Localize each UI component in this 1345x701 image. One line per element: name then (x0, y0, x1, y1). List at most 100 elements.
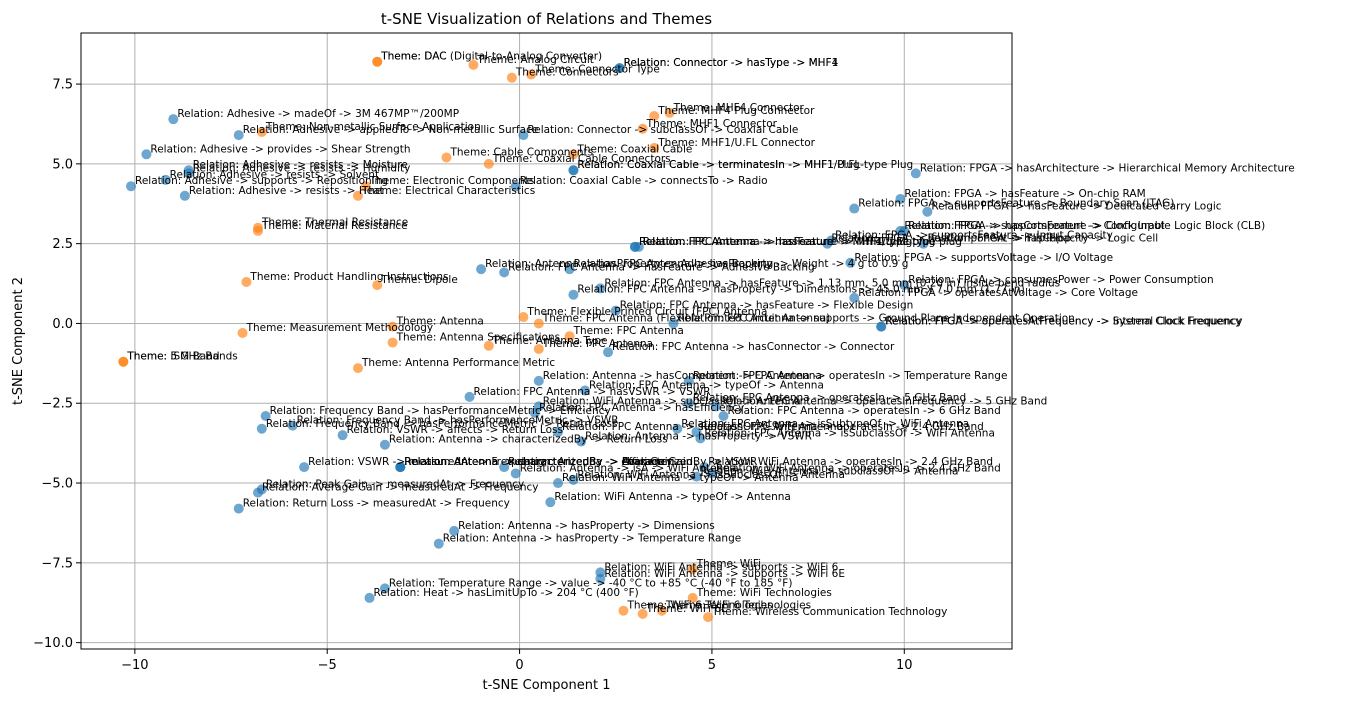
relation-point-label: Relation: FPC Antenna -> hasConnector ->… (612, 341, 895, 353)
relation-point-label: Relation: Antenna -> hasProperty -> Dime… (458, 520, 715, 532)
relation-point-label: Relation: Heat -> hasLimitUpTo -> 204 °C… (374, 587, 639, 599)
relation-point (610, 305, 621, 316)
relation-point-label: Relation: Temperature Range -> value -> … (389, 577, 793, 589)
y-tick-label: 0.0 (52, 317, 73, 332)
relation-point (849, 203, 860, 214)
relation-point-label: Relation: WiFi Antenna -> subclassOf -> … (701, 466, 959, 478)
theme-point-label: Theme: DAC (Digital-to-Analog Converter) (380, 51, 602, 63)
relation-point-label: Relation: FPC Antenna -> hasVSWR -> VSWR (474, 386, 711, 398)
theme-point-label: Theme: WiFi Technologies (696, 587, 832, 599)
relation-point-label: Relation: WiFi Antenna -> isSubclassOf -… (577, 469, 844, 481)
relation-point (364, 592, 375, 603)
relation-point (595, 283, 606, 294)
y-tick-label: −5.0 (41, 477, 73, 492)
theme-point-label: Theme: Dipole (380, 274, 458, 286)
theme-point (352, 363, 363, 374)
theme-point (252, 225, 263, 236)
theme-point (352, 190, 363, 201)
relation-point-label: Relation: Adhesive -> provides -> Shear … (150, 143, 410, 155)
theme-point-label: Theme: DAC (380, 51, 446, 63)
relation-point-label: Relation: FPC Antenna -> supports -> Gro… (677, 312, 1074, 324)
relation-point-label: Relation: WiFi Antenna -> typeOf -> Ante… (562, 472, 798, 484)
relation-point (695, 433, 706, 444)
relation-point (614, 63, 625, 74)
relation-point-label: Relation: Frequency Band -> hasPerforman… (266, 418, 618, 430)
theme-point-label: Theme: Connectors (515, 67, 619, 79)
relation-point-label: Relation: FPGA -> hasFeature -> On-chip … (904, 188, 1145, 200)
relation-point (849, 292, 860, 303)
theme-point-label: Theme: Coaxial Cable (576, 143, 692, 155)
relation-point-label: Relation: FPC Antenna -> hasFeature -> A… (508, 261, 815, 273)
relation-point (710, 401, 721, 412)
theme-point (387, 337, 398, 348)
relation-point-label: Relation: VSWR -> measuredAt -> Frequenc… (308, 456, 545, 468)
relation-point-label: Relation: Antenna -> hasComponent -> FPC… (543, 370, 822, 382)
relation-point (699, 462, 710, 473)
grid-lines (81, 33, 1012, 649)
theme-point-label: Theme: Measurement Methodology (246, 322, 434, 334)
theme-point-label: Theme: Electrical Characteristics (361, 185, 535, 197)
relation-point-label: Relation: FPC Antenna -> operatesIn -> 2… (701, 421, 984, 433)
relation-point-label: Relation: WiFi Antenna -> subclassOf -> … (543, 395, 801, 407)
relation-point (260, 411, 271, 422)
axis-ticks: −10 −5 0 5 10 −10.0 −7.5 −5.0 −2.5 0.0 2.5 5.0 7.5 (33, 78, 912, 673)
relation-point-label: Relation: Connector -> subclassOf -> Coa… (527, 124, 798, 136)
y-tick-label: −7.5 (41, 556, 73, 571)
x-tick-label: −10 (121, 658, 148, 673)
relation-point-label: Relation: Adhesive -> supports -> Reposi… (135, 175, 388, 187)
theme-point (441, 152, 452, 163)
theme-point-label: Theme: Wireless Communication Technology (711, 606, 947, 618)
relation-point-label: Relation: Antenna -> characterizedBy -> … (389, 434, 668, 446)
theme-point-label: Theme: WiFi (696, 558, 761, 570)
relation-point-label: Relation: WiFi Antenna -> supports -> Wi… (604, 561, 838, 573)
relation-point (141, 149, 152, 160)
relation-point (168, 114, 179, 125)
data-points (118, 56, 933, 623)
relation-point-label: Relation: Antenna -> hasProperty -> Adhe… (485, 258, 773, 270)
relation-point-label: Relation: Antenna -> characterizedBy -> … (404, 456, 674, 468)
theme-point (360, 181, 371, 192)
relation-point (510, 468, 521, 479)
relation-point (533, 375, 544, 386)
relation-point-label: Relation: Coaxial Cable -> connectsTo ->… (520, 175, 768, 187)
relation-point-label: Relation: FPGA -> hasComponent -> Flip-F… (831, 233, 1071, 245)
theme-point (468, 59, 479, 70)
relation-point (579, 385, 590, 396)
theme-point (687, 564, 698, 575)
theme-point (118, 356, 129, 367)
relation-point-label: Relation: WiFi Antenna -> operatesIn -> … (716, 462, 1001, 474)
theme-point-label: Theme: Non-metallic Surface Application (265, 121, 481, 133)
relation-point-label: Relation: Coaxial Cable -> terminatesIn … (577, 159, 913, 171)
relation-point-label: Relation: FPC Antenna -> hasEfficiency (539, 402, 744, 414)
relation-point (379, 439, 390, 450)
theme-point-label: Theme: Electronic Components (369, 175, 535, 187)
y-tick-label: −10.0 (33, 636, 73, 651)
relation-point-label: Relation: Adhesive -> appliedTo -> Non-m… (243, 124, 539, 136)
theme-point-label: Theme: Connector Type (534, 63, 660, 75)
relation-point-label: Relation: FPC Antenna -> hasProperty -> … (574, 258, 909, 270)
y-tick-label: 5.0 (52, 157, 73, 172)
plot-frame (80, 32, 1013, 650)
relation-point-label: Relation: Antenna -> characterizedBy -> … (404, 456, 692, 468)
theme-point (372, 280, 383, 291)
relation-point (718, 411, 729, 422)
relation-point-label: Relation: Antenna -> isA -> WiFi Antenna (520, 462, 737, 474)
relation-point-label: Relation: Average Gain -> measuredAt -> … (262, 482, 539, 494)
relation-point-label: Relation: Connector -> hasType -> MHF4 (624, 57, 839, 69)
theme-point-label: Theme: Coaxial Cable Connectors (492, 153, 671, 165)
relation-point (183, 168, 194, 179)
relation-point-label: Relation: VSWR -> affects -> Return Loss (347, 424, 563, 436)
theme-point (256, 126, 267, 137)
relation-point-label: Relation: FPC Antenna -> hasFeature -> M… (643, 236, 913, 248)
relation-point (379, 583, 390, 594)
relation-point-label: Relation: FPC Antenna -> subclassOf -> W… (562, 421, 843, 433)
relation-point-label: Relation: FPC Antenna -> typeOf -> Anten… (589, 379, 824, 391)
theme-point (687, 592, 698, 603)
relation-point-label: Relation: Adhesive -> resists -> Heat (189, 185, 384, 197)
relation-point-label: Relation: FPC Antenna -> operatesIn -> T… (693, 370, 1008, 382)
relation-point-label: Relation: FPGA -> operatesAtFrequency ->… (885, 316, 1241, 328)
theme-point-label: Theme: WiFi 6E (646, 603, 728, 615)
relation-point-label: Relation: Adhesive -> resists -> Solvent (170, 169, 379, 181)
relation-point (287, 420, 298, 431)
